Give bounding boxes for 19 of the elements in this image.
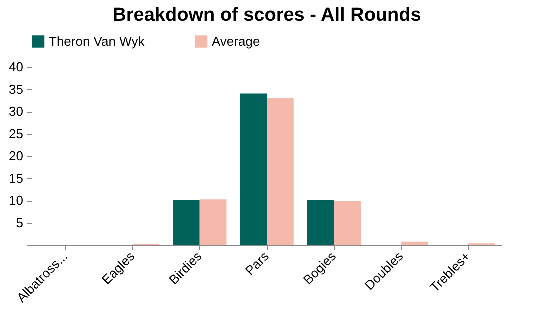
y-tick-label: 15 [9, 170, 24, 186]
x-tick-label: Pars [242, 248, 272, 278]
bar [401, 242, 428, 245]
y-tick-label: 25 [9, 126, 24, 142]
chart-title: Breakdown of scores - All Rounds [112, 5, 422, 26]
bar [240, 94, 267, 245]
legend-label: Theron Van Wyk [49, 34, 146, 49]
y-tick-label: 20 [9, 148, 24, 164]
bar [173, 200, 200, 245]
bar [334, 200, 361, 245]
bar [267, 98, 294, 245]
bar [307, 200, 334, 245]
y-tick-label: 30 [9, 104, 24, 119]
y-tick-label: 5 [16, 215, 24, 230]
y-tick-label: 10 [9, 193, 24, 208]
legend-label: Average [212, 34, 260, 49]
y-tick-label: 35 [9, 82, 24, 97]
y-tick-label: 40 [9, 60, 24, 74]
bar [200, 200, 227, 245]
